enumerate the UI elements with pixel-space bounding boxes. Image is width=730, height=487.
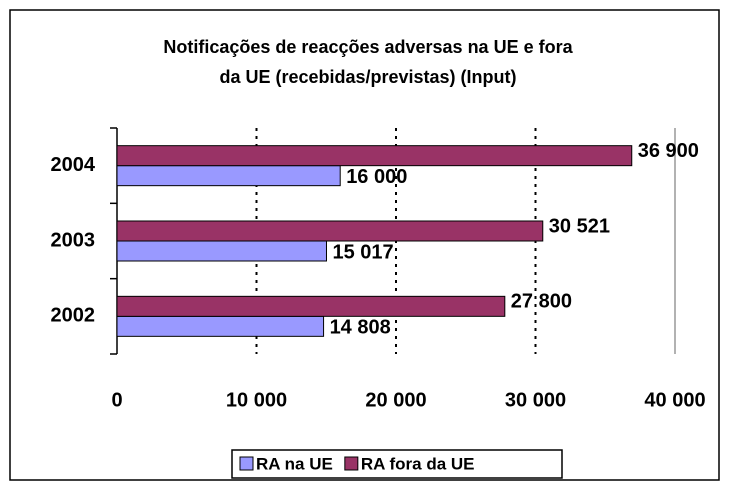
- legend-label: RA na UE: [256, 454, 333, 473]
- x-tick-label: 20 000: [365, 389, 426, 411]
- bar: [116, 165, 341, 187]
- chart-title: Notificações de reacções adversas na UE …: [163, 37, 573, 57]
- value-label: 14 808: [330, 317, 391, 339]
- value-label: 30 521: [549, 215, 610, 237]
- y-tick-label: 2003: [51, 229, 96, 251]
- value-label: 36 900: [638, 140, 699, 162]
- bar: [116, 240, 327, 262]
- legend-swatch: [344, 456, 359, 471]
- legend-label: RA fora da UE: [361, 454, 475, 473]
- bar: [116, 145, 633, 167]
- value-label: 15 017: [332, 241, 393, 263]
- y-tick-label: 2004: [51, 154, 96, 176]
- value-label: 16 000: [346, 166, 407, 188]
- chart-title: da UE (recebidas/previstas) (Input): [219, 67, 516, 87]
- legend: [231, 449, 563, 479]
- x-tick-label: 30 000: [505, 389, 566, 411]
- bar: [116, 220, 544, 242]
- bar: [116, 295, 506, 317]
- x-tick-label: 10 000: [226, 389, 287, 411]
- x-tick-label: 40 000: [644, 389, 705, 411]
- x-tick-label: 0: [111, 389, 122, 411]
- y-tick-label: 2002: [51, 305, 96, 327]
- legend-swatch: [239, 456, 254, 471]
- bar: [116, 315, 325, 337]
- value-label: 27 800: [511, 291, 572, 313]
